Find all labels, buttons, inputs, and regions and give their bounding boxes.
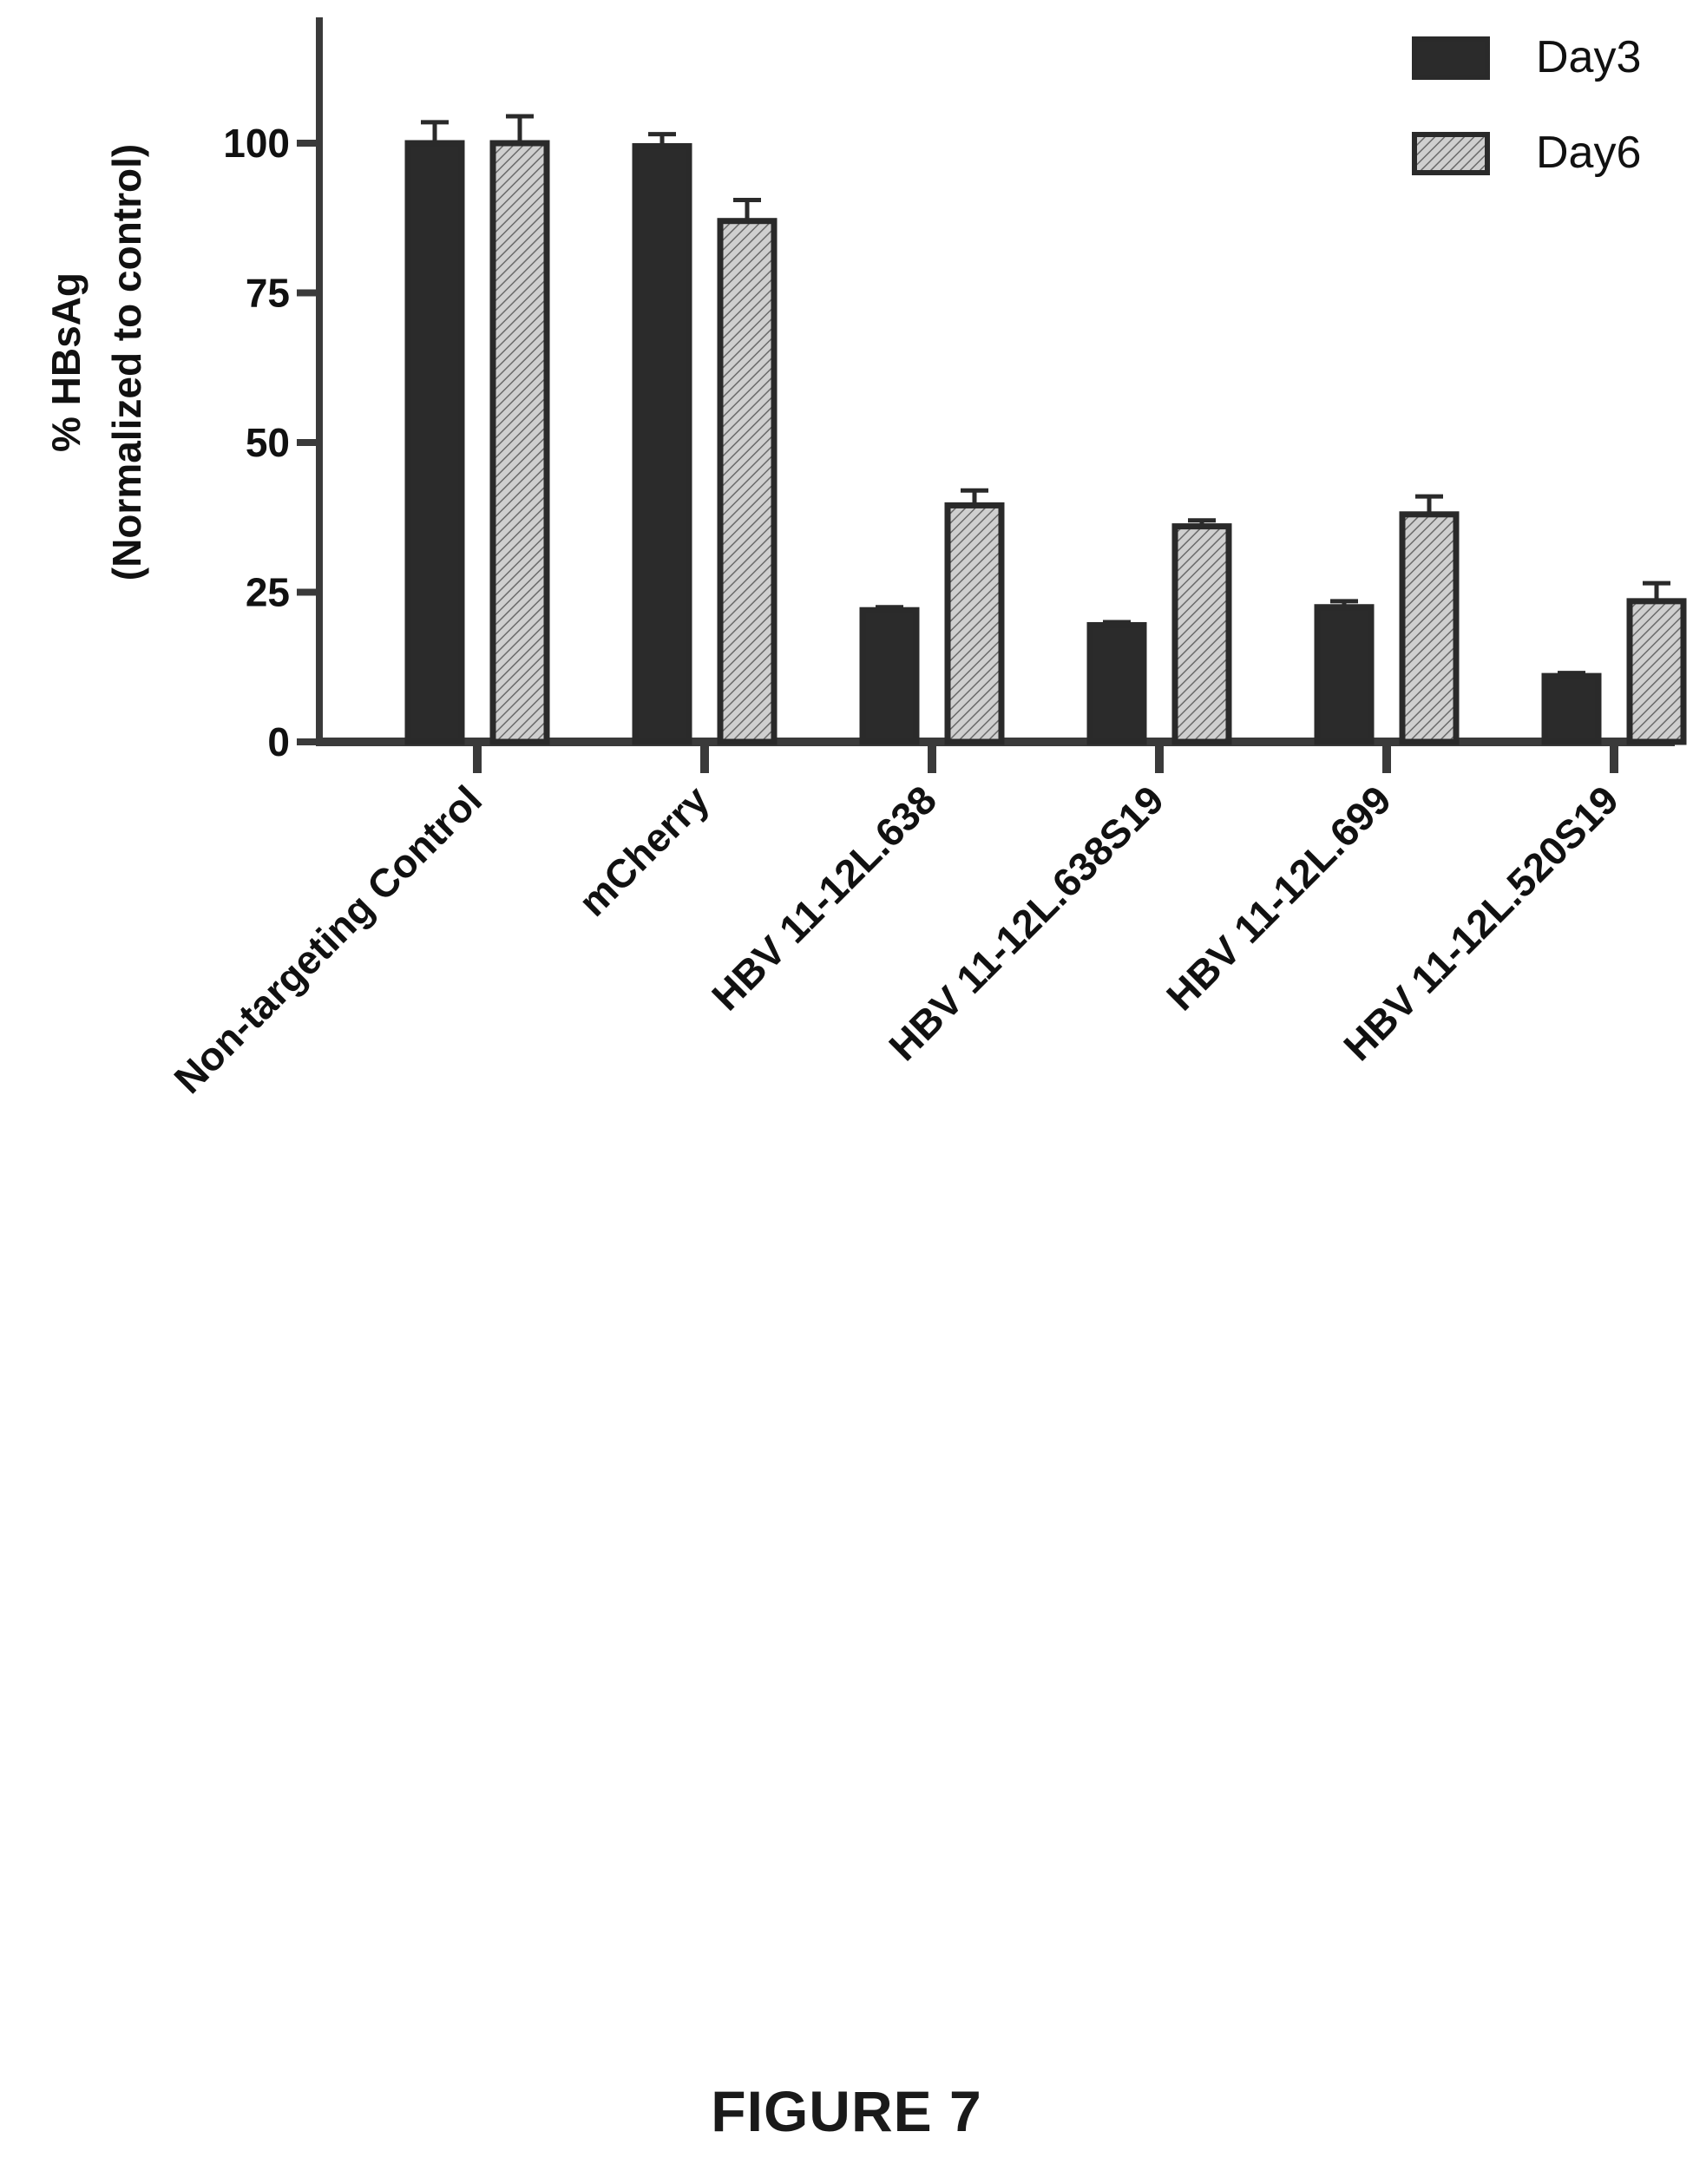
legend-label-day3: Day3 bbox=[1536, 32, 1641, 82]
bar-day3 bbox=[1314, 604, 1375, 745]
figure-caption: FIGURE 7 bbox=[711, 2079, 982, 2143]
legend: Day3 Day6 bbox=[1412, 32, 1641, 178]
bar-day3 bbox=[1086, 621, 1147, 745]
bar-day6 bbox=[944, 502, 1005, 745]
bar-day6 bbox=[1626, 598, 1687, 745]
bar-day3 bbox=[1541, 672, 1602, 745]
x-tick-label: mCherry bbox=[570, 777, 719, 925]
y-tick-label: 25 bbox=[246, 570, 290, 615]
bar-day3 bbox=[859, 607, 920, 745]
y-tick-label: 75 bbox=[246, 271, 290, 316]
bar-day6 bbox=[717, 218, 778, 745]
bar-day3 bbox=[632, 142, 692, 745]
y-axis-title: % HBsAg (Normalized to control) bbox=[43, 144, 149, 580]
x-tick-label: HBV 11-12L.699 bbox=[1158, 777, 1400, 1019]
y-tick-label: 0 bbox=[267, 719, 290, 764]
y-tick-label: 50 bbox=[246, 420, 290, 465]
bar-day3 bbox=[404, 140, 465, 745]
y-axis-title-line1: % HBsAg bbox=[43, 272, 89, 452]
y-axis-title-line2: (Normalized to control) bbox=[104, 144, 149, 580]
x-tick-label: Non-targeting Control bbox=[165, 777, 490, 1102]
bar-day6 bbox=[1399, 511, 1460, 745]
x-tick-label: HBV 11-12L.638 bbox=[703, 777, 945, 1019]
legend-swatch-day3 bbox=[1412, 36, 1490, 80]
bar-day6 bbox=[1171, 523, 1232, 745]
legend-label-day6: Day6 bbox=[1536, 128, 1641, 178]
bar-day6 bbox=[489, 140, 550, 745]
legend-swatch-day6 bbox=[1412, 132, 1490, 175]
y-tick-label: 100 bbox=[223, 121, 290, 166]
